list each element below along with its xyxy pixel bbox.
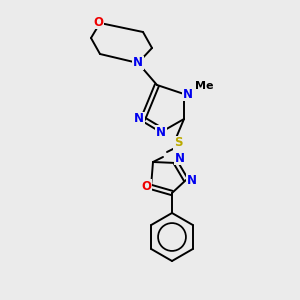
Text: N: N xyxy=(156,125,166,139)
Text: N: N xyxy=(175,152,185,164)
Text: O: O xyxy=(141,179,151,193)
Text: N: N xyxy=(183,88,193,100)
Text: N: N xyxy=(134,112,144,125)
Text: N: N xyxy=(133,56,143,70)
Text: N: N xyxy=(187,173,197,187)
Text: S: S xyxy=(174,136,182,149)
Text: O: O xyxy=(93,16,103,28)
Text: Me: Me xyxy=(195,81,213,91)
